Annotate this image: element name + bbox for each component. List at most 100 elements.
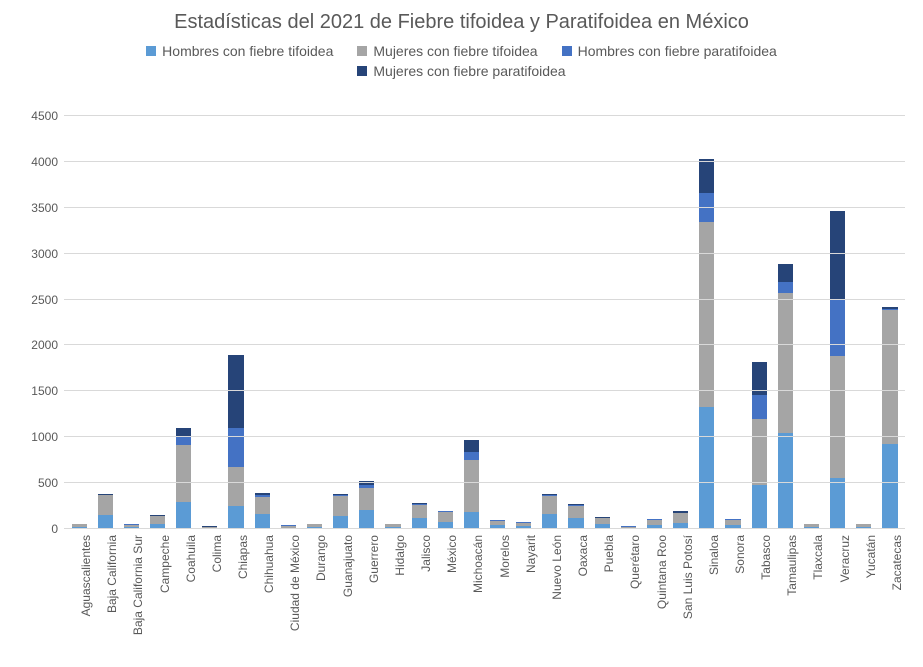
- bar: [568, 116, 583, 529]
- bar-slot: [354, 116, 380, 529]
- bar-slot: [746, 116, 772, 529]
- y-tick-label: 500: [38, 476, 64, 490]
- legend-swatch: [357, 66, 367, 76]
- y-tick-label: 4000: [31, 155, 64, 169]
- bar: [202, 116, 217, 529]
- bar-segment: [255, 514, 270, 529]
- bar-segment: [176, 502, 191, 529]
- x-axis-label: Querétaro: [628, 535, 642, 589]
- bar: [385, 116, 400, 529]
- y-tick-label: 2000: [31, 338, 64, 352]
- bar-segment: [228, 467, 243, 506]
- bar: [124, 116, 139, 529]
- bar-segment: [98, 495, 113, 515]
- bar: [752, 116, 767, 529]
- bar: [621, 116, 636, 529]
- bar: [228, 116, 243, 529]
- bar-slot: [380, 116, 406, 529]
- bar-slot: [66, 116, 92, 529]
- bar-segment: [255, 497, 270, 514]
- bar-slot: [92, 116, 118, 529]
- bar-segment: [673, 513, 688, 522]
- x-axis-label: Guerrero: [367, 535, 381, 583]
- y-tick-label: 1000: [31, 430, 64, 444]
- bar: [98, 116, 113, 529]
- bar: [595, 116, 610, 529]
- bar-segment: [359, 488, 374, 510]
- x-axis-label: Coahuila: [184, 535, 198, 582]
- bar: [778, 116, 793, 529]
- gridline: [64, 253, 905, 254]
- x-axis-label: Sinaloa: [707, 535, 721, 575]
- bars-area: [64, 116, 905, 529]
- bar-segment: [778, 433, 793, 529]
- x-axis-label: Durango: [314, 535, 328, 581]
- bar: [176, 116, 191, 529]
- bar: [464, 116, 479, 529]
- bar-segment: [830, 478, 845, 529]
- x-axis-label: Campeche: [158, 535, 172, 593]
- bar-segment: [778, 264, 793, 282]
- bar-slot: [275, 116, 301, 529]
- bar: [673, 116, 688, 529]
- gridline: [64, 436, 905, 437]
- bar-segment: [752, 419, 767, 485]
- legend-label: Hombres con fiebre tifoidea: [162, 43, 333, 59]
- bar-segment: [98, 515, 113, 529]
- x-axis-label: Quintana Roo: [655, 535, 669, 609]
- bar: [516, 116, 531, 529]
- bar: [255, 116, 270, 529]
- x-axis-label: Tlaxcala: [811, 535, 825, 580]
- gridline: [64, 299, 905, 300]
- bar-segment: [464, 452, 479, 460]
- bar: [72, 116, 87, 529]
- bar-segment: [830, 356, 845, 478]
- legend: Hombres con fiebre tifoidea Mujeres con f…: [0, 39, 923, 87]
- bar-segment: [778, 293, 793, 433]
- bar-segment: [438, 512, 453, 522]
- bar: [438, 116, 453, 529]
- bar-slot: [641, 116, 667, 529]
- bar-segment: [228, 506, 243, 529]
- y-tick-label: 1500: [31, 384, 64, 398]
- bar-segment: [333, 496, 348, 516]
- bar-slot: [432, 116, 458, 529]
- x-axis-label: Ciudad de México: [288, 535, 302, 631]
- y-tick-label: 3000: [31, 247, 64, 261]
- bar-slot: [197, 116, 223, 529]
- bar-segment: [150, 516, 165, 523]
- bar-segment: [464, 512, 479, 529]
- x-axis-label: Nuevo León: [550, 535, 564, 600]
- bar-segment: [882, 444, 897, 529]
- x-axis-label: Baja California: [105, 535, 119, 613]
- x-axis-label: Sonora: [733, 535, 747, 574]
- gridline: [64, 115, 905, 116]
- legend-swatch: [357, 46, 367, 56]
- legend-swatch: [146, 46, 156, 56]
- bar-segment: [882, 310, 897, 444]
- bar-slot: [223, 116, 249, 529]
- bar-slot: [458, 116, 484, 529]
- bar-segment: [752, 395, 767, 419]
- chart-container: Estadísticas del 2021 de Fiebre tifoidea…: [0, 0, 923, 667]
- bar-slot: [301, 116, 327, 529]
- bar-slot: [668, 116, 694, 529]
- legend-item: Mujeres con fiebre paratifoidea: [357, 63, 565, 79]
- bar-slot: [563, 116, 589, 529]
- bar-segment: [176, 437, 191, 444]
- x-axis-label: Chihuahua: [262, 535, 276, 593]
- bar-segment: [699, 407, 714, 529]
- bar: [647, 116, 662, 529]
- plot-area: AguascalientesBaja CaliforniaBaja Califo…: [64, 116, 905, 529]
- legend-swatch: [562, 46, 572, 56]
- bar-slot: [720, 116, 746, 529]
- bar-slot: [615, 116, 641, 529]
- x-axis-label: Yucatán: [864, 535, 878, 578]
- gridline: [64, 344, 905, 345]
- bar-segment: [359, 510, 374, 529]
- bar: [490, 116, 505, 529]
- x-axis-label: Tamaulipas: [785, 535, 799, 596]
- bar: [856, 116, 871, 529]
- x-axis-label: Hidalgo: [393, 535, 407, 576]
- bar-slot: [171, 116, 197, 529]
